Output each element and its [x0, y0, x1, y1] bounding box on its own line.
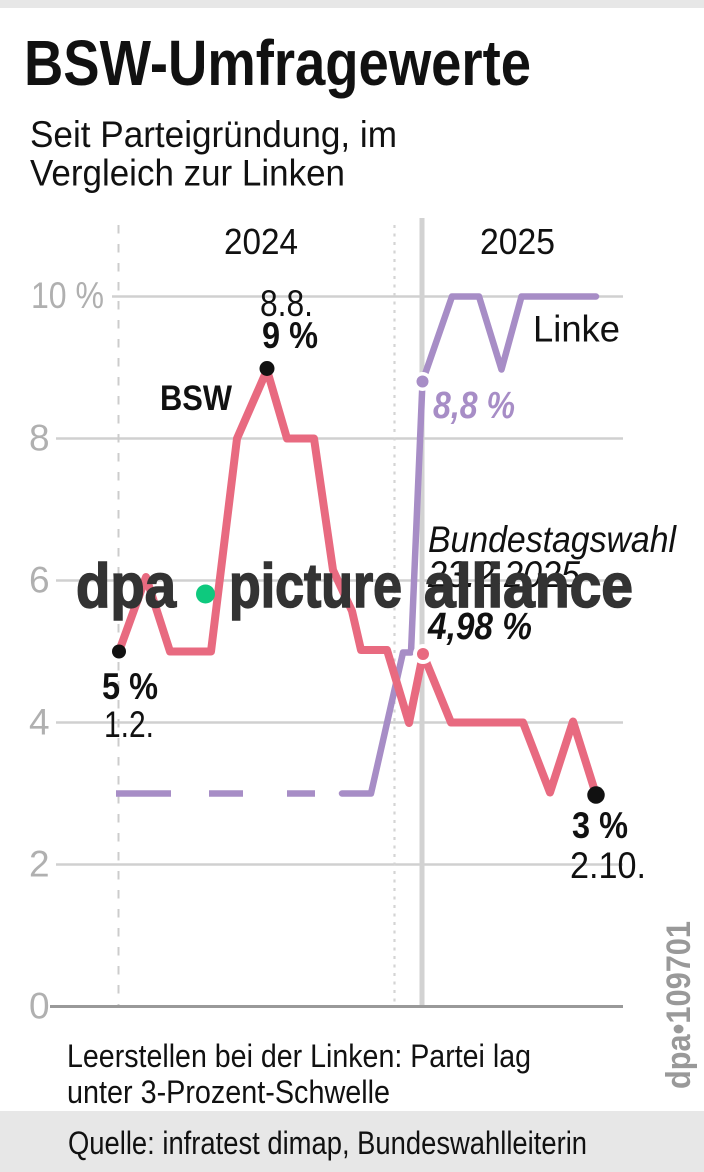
- svg-text:23.2.2025: 23.2.2025: [427, 554, 580, 595]
- svg-text:Linke: Linke: [533, 308, 620, 350]
- svg-text:2.10.: 2.10.: [570, 845, 646, 886]
- svg-text:3 %: 3 %: [572, 805, 628, 846]
- svg-text:Vergleich zur Linken: Vergleich zur Linken: [30, 153, 345, 194]
- svg-text:2025: 2025: [480, 221, 555, 262]
- svg-text:8,8 %: 8,8 %: [433, 385, 515, 427]
- svg-text:picture: picture: [229, 552, 402, 621]
- svg-text:Seit Parteigründung, im: Seit Parteigründung, im: [30, 114, 397, 155]
- svg-text:4: 4: [29, 702, 50, 743]
- svg-text:10 %: 10 %: [31, 275, 104, 316]
- svg-text:dpa•109701: dpa•109701: [660, 921, 698, 1089]
- svg-text:9 %: 9 %: [262, 315, 318, 356]
- svg-text:8.8.: 8.8.: [260, 283, 313, 324]
- svg-text:dpa: dpa: [76, 552, 176, 621]
- svg-text:alliance: alliance: [424, 552, 633, 621]
- svg-text:0: 0: [29, 986, 50, 1027]
- svg-text:1.2.: 1.2.: [104, 704, 154, 745]
- svg-text:Quelle: infratest dimap, Bunde: Quelle: infratest dimap, Bundeswahlleite…: [68, 1125, 587, 1161]
- svg-text:8: 8: [29, 418, 50, 459]
- svg-text:4,98 %: 4,98 %: [427, 606, 532, 648]
- svg-text:6: 6: [29, 560, 50, 601]
- svg-text:2: 2: [29, 844, 50, 885]
- svg-text:2024: 2024: [224, 221, 298, 262]
- svg-text:5 %: 5 %: [102, 666, 158, 707]
- svg-text:BSW: BSW: [160, 379, 232, 418]
- svg-text:Bundestagswahl: Bundestagswahl: [428, 519, 678, 560]
- svg-text:BSW-Umfragewerte: BSW-Umfragewerte: [24, 27, 531, 99]
- svg-text:Leerstellen bei der Linken: Pa: Leerstellen bei der Linken: Partei lag: [67, 1038, 531, 1074]
- svg-text:unter 3-Prozent-Schwelle: unter 3-Prozent-Schwelle: [67, 1074, 390, 1110]
